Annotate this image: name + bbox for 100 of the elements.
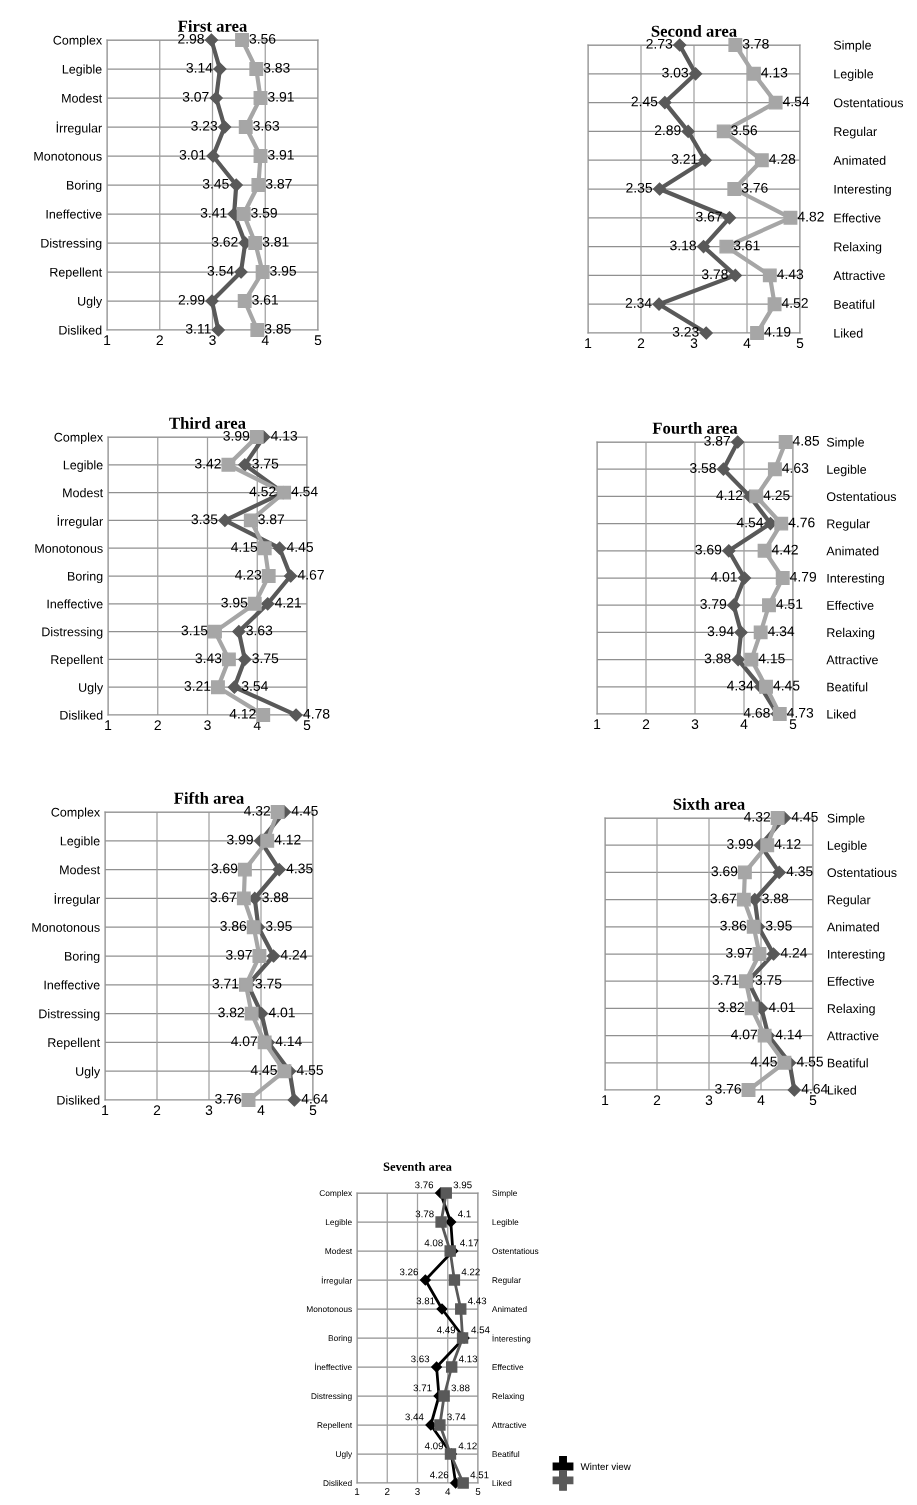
chart-title: Fifth area	[174, 791, 245, 804]
y-tick-label: Boring	[328, 1334, 352, 1343]
data-label: 4.85	[792, 435, 820, 446]
data-label: 3.88	[451, 1384, 470, 1392]
data-label: 4.17	[460, 1239, 479, 1247]
data-label: 3.11	[185, 323, 211, 334]
data-label: 3.78	[415, 1210, 434, 1218]
data-label: 3.87	[258, 514, 285, 525]
y-tick-label: Complex	[319, 1189, 353, 1198]
y-tick-label: Repellent	[51, 654, 104, 667]
data-label: 3.62	[211, 236, 238, 247]
data-label: 2.99	[178, 294, 205, 305]
chart-title: Sixth area	[673, 798, 745, 810]
data-label: 3.95	[221, 597, 248, 608]
data-label: 4.32	[743, 811, 770, 822]
y2-tick-label: Liked	[834, 328, 863, 338]
data-label: 4.12	[716, 490, 743, 500]
y2-tick-label: Beatiful	[827, 1058, 868, 1068]
y-tick-label: Monotonous	[306, 1306, 352, 1313]
y2-tick-label: Relaxing	[827, 627, 875, 640]
y-tick-label: Ugly	[78, 296, 103, 309]
y2-tick-label: Beatiful	[492, 1450, 520, 1458]
data-label: 4.15	[758, 653, 785, 664]
data-label: 3.56	[731, 125, 758, 136]
x-tick-label: 2	[154, 720, 161, 730]
y-tick-label: Disliked	[60, 710, 103, 720]
y2-tick-label: Attractive	[826, 655, 878, 665]
data-label: 4.13	[458, 1355, 478, 1363]
y2-tick-label: Animated	[826, 546, 879, 556]
data-label: 4.09	[424, 1442, 444, 1450]
data-label: 3.67	[696, 211, 722, 222]
data-label: 3.76	[715, 1083, 741, 1094]
x-tick-label: 1	[104, 335, 111, 345]
data-label: 4.32	[243, 805, 270, 816]
y2-tick-label: Legible	[492, 1218, 519, 1227]
data-label: 4.21	[274, 597, 301, 608]
data-label: 4.07	[730, 1029, 757, 1040]
y2-tick-label: Effective	[834, 213, 881, 223]
data-label: 3.63	[246, 625, 273, 636]
data-label: 3.07	[182, 91, 209, 102]
data-label: 3.15	[181, 625, 208, 636]
data-label: 3.67	[710, 893, 737, 904]
y-tick-label: Repellent	[317, 1421, 353, 1430]
x-tick-label: 4	[445, 1488, 451, 1495]
y-tick-label: Modest	[62, 93, 103, 103]
x-tick-label: 4	[757, 1095, 765, 1105]
x-tick-label: 3	[204, 720, 211, 731]
data-label: 4.45	[773, 680, 800, 691]
x-tick-label: 3	[691, 719, 699, 730]
data-label: 4.43	[467, 1297, 487, 1305]
y-tick-label: Ineffective	[44, 980, 100, 990]
x-tick-label: 2	[385, 1488, 390, 1495]
data-label: 3.67	[210, 892, 237, 903]
data-label: 3.95	[270, 265, 297, 276]
data-label: 3.54	[241, 681, 268, 691]
data-label: 4.64	[301, 1093, 328, 1104]
x-tick-label: 1	[355, 1488, 360, 1495]
data-label: 3.75	[252, 458, 279, 469]
y2-tick-label: Animated	[833, 155, 886, 165]
data-label: 3.99	[223, 430, 250, 441]
data-label: 4.34	[767, 626, 795, 637]
data-label: 3.61	[252, 294, 278, 305]
y-tick-label: Distressing	[42, 627, 103, 639]
y2-tick-label: Attractive	[491, 1421, 527, 1429]
data-label: 3.75	[255, 978, 282, 989]
y2-tick-label: Legible	[834, 69, 874, 81]
data-label: 3.61	[733, 240, 760, 251]
data-label: 3.18	[670, 240, 696, 251]
y2-tick-label: Interesting	[827, 573, 884, 586]
x-tick-label: 1	[102, 1105, 109, 1115]
y-tick-label: Modest	[325, 1247, 353, 1255]
y2-tick-label: Regular	[492, 1276, 521, 1285]
y2-tick-label: Beatiful	[827, 682, 868, 692]
x-tick-label: 3	[205, 1105, 213, 1116]
data-label: 4.49	[436, 1326, 456, 1334]
x-tick-label: 4	[261, 335, 269, 345]
y-tick-label: Complex	[54, 432, 104, 445]
x-tick-label: 3	[705, 1095, 713, 1106]
data-label: 4.68	[743, 707, 770, 718]
data-label: 3.87	[265, 178, 292, 189]
data-label: 4.64	[801, 1083, 828, 1094]
chart-title: Fourth area	[652, 422, 738, 434]
data-label: 3.99	[227, 834, 253, 845]
data-label: 3.86	[220, 921, 247, 931]
data-label: 3.14	[186, 62, 213, 73]
data-label: 3.75	[252, 653, 279, 664]
x-tick-label: 5	[475, 1488, 481, 1495]
chart-title: Third area	[169, 417, 246, 429]
y2-tick-label: Legible	[827, 840, 867, 853]
data-label: 4.54	[736, 517, 764, 528]
data-label: 4.67	[297, 569, 324, 580]
y2-tick-label: Relaxing	[827, 1003, 875, 1016]
y-tick-label: Ugly	[336, 1450, 353, 1459]
y-tick-label: Monotonous	[34, 151, 102, 161]
y-tick-label: Boring	[65, 951, 100, 964]
data-label: 4.19	[764, 326, 791, 337]
data-label: 3.88	[762, 893, 789, 904]
data-label: 4.07	[230, 1036, 257, 1047]
data-label: 3.45	[202, 178, 229, 189]
y-tick-label: Modest	[63, 488, 104, 498]
